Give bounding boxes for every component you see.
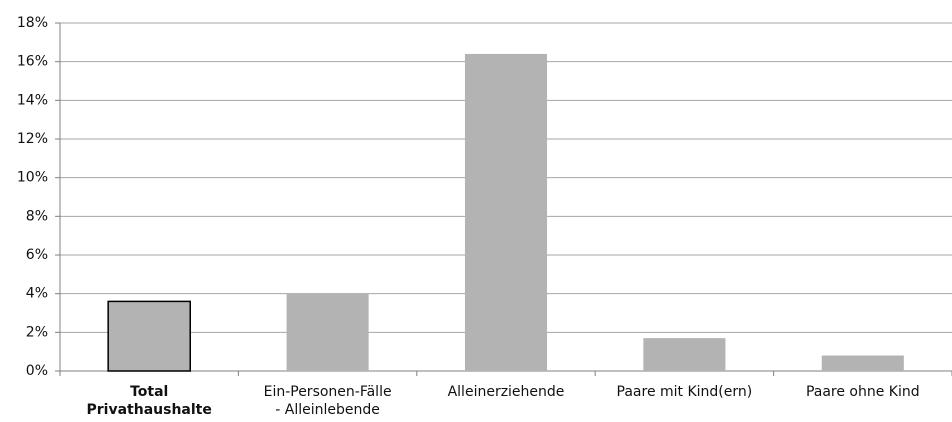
y-tick-label: 2%	[26, 324, 48, 340]
x-tick-label: Total Privathaushalte	[86, 384, 212, 418]
bar	[107, 300, 191, 372]
y-tick-label: 18%	[17, 15, 48, 31]
x-tick-label: Paare mit Kind(ern)	[616, 384, 753, 400]
x-tick-label: Ein-Personen-Fälle - Alleinlebende	[263, 384, 392, 418]
y-tick-label: 4%	[26, 286, 48, 302]
bar	[286, 293, 369, 371]
y-tick-label: 14%	[17, 92, 48, 108]
y-tick-label: 10%	[17, 170, 48, 186]
y-tick-label: 12%	[17, 131, 48, 147]
bar	[464, 53, 548, 371]
bar	[821, 355, 904, 371]
y-tick-label: 8%	[26, 208, 48, 224]
bar	[643, 338, 726, 371]
x-tick-label: Alleinerziehende	[447, 384, 565, 400]
y-tick-label: 0%	[26, 363, 48, 379]
y-tick-label: 16%	[17, 54, 48, 70]
y-tick-label: 6%	[26, 247, 48, 263]
x-tick-label: Paare ohne Kind	[805, 384, 920, 400]
